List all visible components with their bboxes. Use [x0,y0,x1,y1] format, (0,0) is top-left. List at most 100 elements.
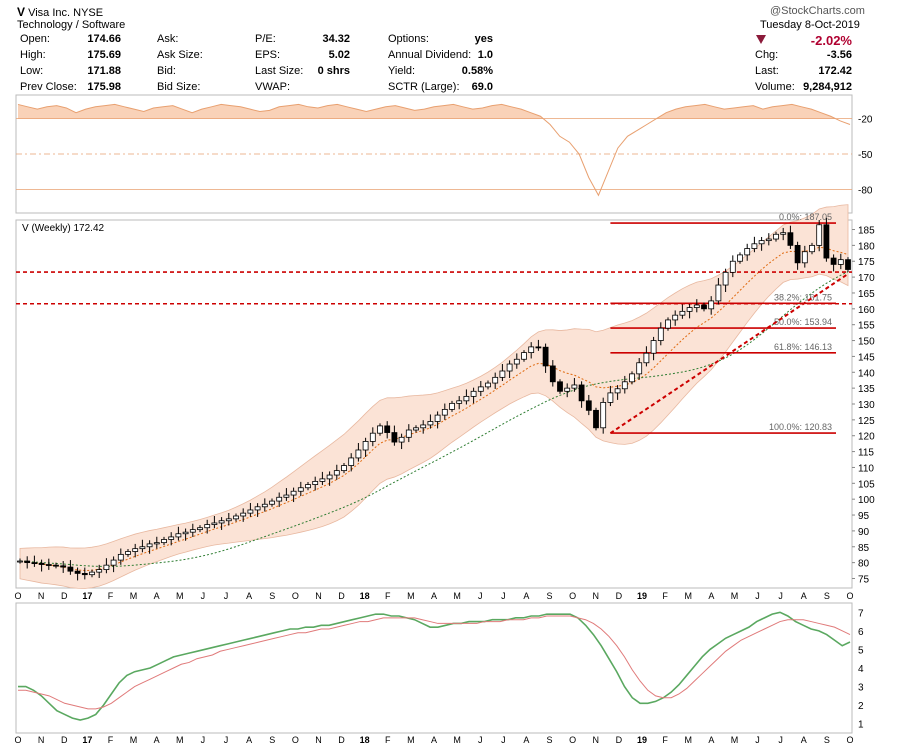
candle-body [470,390,477,397]
quote3-label-1: EPS: [255,49,281,61]
osc-x-tick-label: D [338,735,345,745]
candle-body [413,427,419,431]
price-x-tick-label: A [801,591,807,601]
candle-body [369,432,376,442]
candle-body [830,257,837,265]
price-x-tick-label: 17 [82,591,92,601]
price-tick-label: 95 [858,511,870,522]
price-tick-label: 85 [858,543,870,554]
osc-series-line [18,615,851,710]
quote-value-1: 175.69 [87,49,121,61]
candle-body [506,363,513,372]
quote-value-3: 175.98 [87,81,121,93]
osc-tick-label: 3 [858,683,864,694]
quote-value-0: 174.66 [87,33,121,45]
osc-x-tick-label: 17 [82,735,92,745]
price-x-tick-label: S [547,591,553,601]
price-tick-label: 145 [858,352,875,363]
candle-body [521,352,527,360]
osc-x-tick-label: A [708,735,714,745]
candle-body [103,564,110,571]
osc-series-line [18,611,851,721]
price-tick-label: 120 [858,432,875,443]
candle-body [333,470,340,476]
quote-label-1: High: [20,49,46,61]
price-x-tick-label: D [616,591,623,601]
candle-body [326,474,333,480]
price-x-tick-label: S [824,591,830,601]
candle-body [845,259,851,270]
candle-body [89,571,95,576]
price-tick-label: 110 [858,463,874,474]
osc-x-tick-label: J [224,735,229,745]
candle-body [153,542,160,545]
quote4-value-3: 69.0 [471,81,493,93]
fib-label: 0.0%: 187.05 [779,212,832,222]
osc-x-tick-label: N [593,735,600,745]
candle-body [254,506,261,511]
osc-x-tick-label: 18 [360,735,370,745]
price-x-tick-label: A [708,591,714,601]
osc-x-tick-label: A [801,735,807,745]
osc-x-tick-label: N [315,735,322,745]
price-tick-label: 130 [858,400,875,411]
candle-body [218,520,225,524]
price-x-tick-label: O [14,591,21,601]
candle-body [585,400,592,411]
quote4-label-1: Annual Dividend: [388,49,472,61]
quote4-label-0: Options: [388,33,429,45]
quote4-value-0: yes [474,33,493,45]
quote-value-2: 171.88 [87,65,121,77]
price-tick-label: 175 [858,257,875,268]
candle-body [593,409,599,429]
candle-body [463,395,470,402]
quote-label-0: Open: [20,33,50,45]
candle-body [744,248,751,256]
osc-x-tick-label: O [292,735,299,745]
price-x-tick-label: D [338,591,345,601]
candle-body [643,352,650,364]
rsi-tick-label: -50 [858,150,873,161]
osc-x-tick-label: F [385,735,391,745]
candle-body [542,346,549,367]
candle-body [513,358,520,365]
candle-body [261,503,268,508]
candle-body [787,232,794,246]
candle-body [578,384,585,402]
quote3-label-2: Last Size: [255,65,304,77]
candle-body [427,421,434,426]
osc-x-tick-label: A [154,735,160,745]
price-x-tick-label: O [292,591,299,601]
candle-body [672,314,679,321]
osc-tick-label: 4 [858,664,864,675]
candle-body [355,449,362,459]
candle-body [96,569,103,573]
candle-body [168,536,175,540]
candle-body [211,522,218,525]
osc-tick-label: 6 [858,627,864,638]
quote3-value-0: 34.32 [322,33,350,45]
fib-label: 50.0%: 153.94 [774,317,832,327]
candle-body [405,429,412,438]
quote2-label-0: Ask: [157,33,179,45]
rsi-line [17,103,851,197]
price-tick-label: 150 [858,337,875,348]
osc-tick-label: 2 [858,701,864,712]
price-x-tick-label: N [38,591,45,601]
candle-body [31,562,38,565]
candle-body [737,254,743,262]
candle-body [348,457,355,466]
price-tick-label: 100 [858,495,875,506]
candle-body [722,271,729,286]
candle-body [189,529,196,533]
candle-body [528,346,535,354]
candle-body [290,490,297,496]
price-x-tick-label: J [224,591,229,601]
osc-x-tick-label: O [569,735,576,745]
candle-body [801,251,808,264]
candle-body [686,307,693,312]
down-triangle-icon [755,33,767,48]
osc-x-tick-label: A [246,735,252,745]
